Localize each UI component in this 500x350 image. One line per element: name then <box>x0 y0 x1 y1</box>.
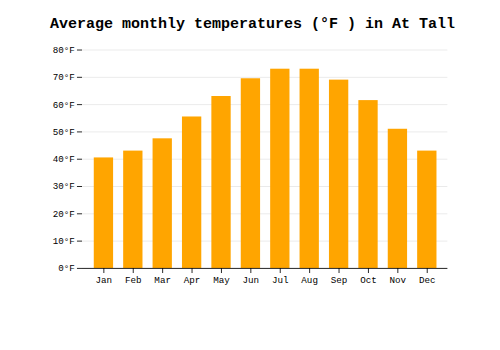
svg-text:Jul: Jul <box>272 275 289 286</box>
svg-text:Oct: Oct <box>360 275 377 286</box>
svg-text:Nov: Nov <box>390 275 407 286</box>
svg-text:Sep: Sep <box>331 275 348 286</box>
svg-text:Dec: Dec <box>419 275 436 286</box>
svg-text:50°F: 50°F <box>53 127 75 138</box>
svg-text:20°F: 20°F <box>53 209 75 220</box>
svg-text:0°F: 0°F <box>58 263 75 274</box>
svg-text:30°F: 30°F <box>53 181 75 192</box>
svg-text:Mar: Mar <box>154 275 171 286</box>
svg-text:Aug: Aug <box>301 275 318 286</box>
svg-text:Jan: Jan <box>96 275 113 286</box>
svg-text:40°F: 40°F <box>53 154 75 165</box>
svg-text:May: May <box>213 275 230 286</box>
svg-text:Jun: Jun <box>243 275 260 286</box>
svg-text:Apr: Apr <box>184 275 201 286</box>
svg-text:70°F: 70°F <box>53 72 75 83</box>
svg-text:10°F: 10°F <box>53 236 75 247</box>
svg-text:Feb: Feb <box>125 275 142 286</box>
svg-text:80°F: 80°F <box>53 45 75 56</box>
html-text:Average monthly temperatures (: Average monthly temperatures (°F ) in At… <box>50 16 456 33</box>
svg-text:60°F: 60°F <box>53 100 75 111</box>
